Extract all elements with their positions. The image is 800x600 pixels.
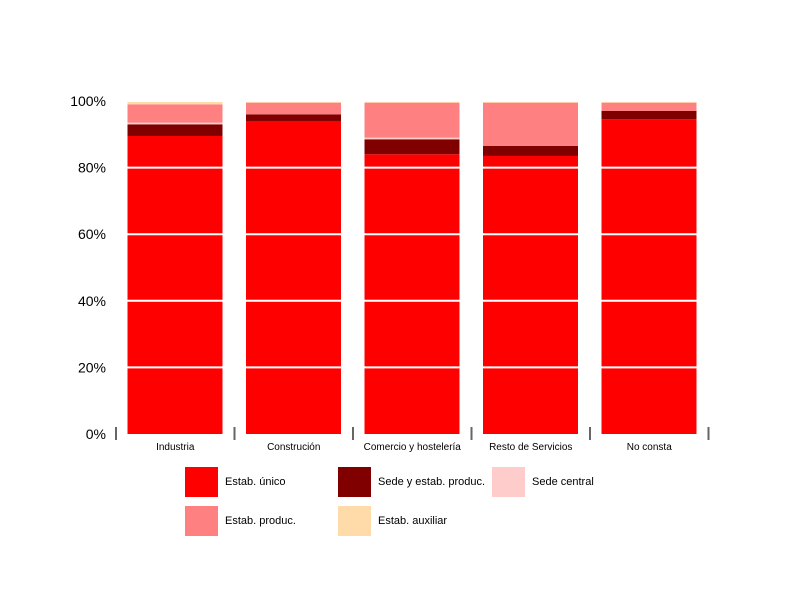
y-tick-label: 60% [78, 226, 106, 242]
bar-segment [246, 102, 341, 115]
y-tick-label: 0% [86, 426, 106, 442]
x-tick-label: Resto de Servicios [489, 442, 572, 453]
bar-segment [483, 102, 578, 146]
y-tick-label: 20% [78, 359, 106, 375]
bar-segment [246, 114, 341, 121]
bar-segment [127, 124, 223, 136]
bar-segment [364, 154, 460, 434]
bar-segment [364, 102, 460, 138]
bar-segment [601, 110, 697, 120]
bar-segment [127, 122, 223, 125]
bar-segment [127, 101, 223, 105]
x-tick-label: Comercio y hostelería [364, 442, 462, 453]
bar-segment [127, 135, 223, 434]
y-tick-label: 80% [78, 160, 106, 176]
x-tick-label: Construción [267, 442, 320, 453]
x-tick-label: No consta [627, 442, 672, 453]
y-tick-label: 100% [70, 93, 106, 109]
bar-segment [483, 145, 578, 156]
bar-segment [127, 104, 223, 123]
bar-segment [601, 119, 697, 434]
y-tick-label: 40% [78, 293, 106, 309]
bar-segment [246, 120, 341, 434]
bar-segment [364, 139, 460, 155]
x-tick-label: Industria [156, 442, 195, 453]
bar-segment [601, 102, 697, 111]
bar-segment [483, 155, 578, 434]
bar-segment [364, 137, 460, 140]
